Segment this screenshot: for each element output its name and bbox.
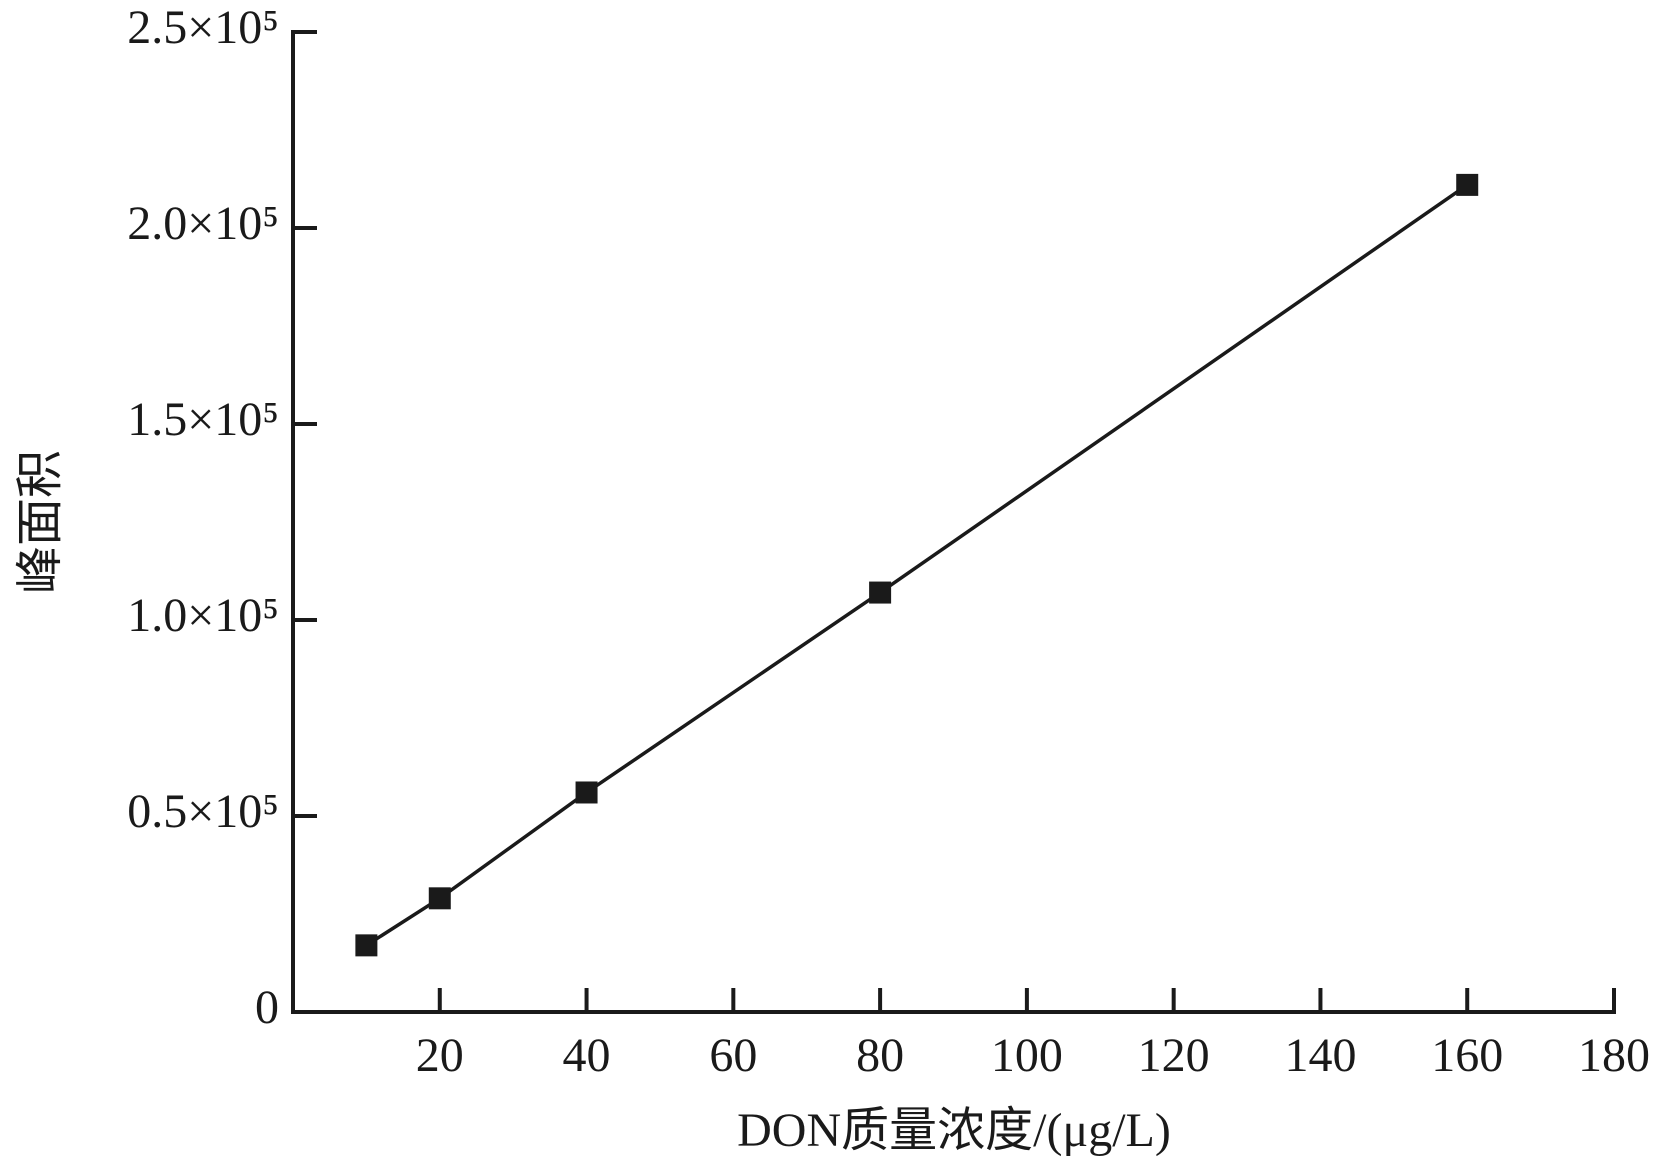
x-tick-label: 80 — [856, 1029, 904, 1082]
marker — [575, 781, 598, 804]
y-tick-label: 1.5×10⁵ — [127, 393, 279, 446]
line — [365, 183, 1469, 947]
marker — [355, 934, 378, 957]
marker — [428, 887, 451, 910]
x-tick-label: 20 — [416, 1029, 464, 1082]
x-tick-label: 120 — [1138, 1029, 1210, 1082]
y-tick-label: 2.0×10⁵ — [127, 197, 279, 250]
x-tick-label: 180 — [1578, 1029, 1650, 1082]
x-tick-label: 160 — [1431, 1029, 1503, 1082]
x-tick-label: 60 — [709, 1029, 757, 1082]
marker — [869, 581, 892, 604]
marker — [1456, 173, 1479, 196]
y-tick-label: 2.5×10⁵ — [127, 1, 279, 54]
y-tick-label: 0 — [255, 981, 279, 1034]
y-tick-label: 0.5×10⁵ — [127, 785, 279, 838]
y-tick-label: 1.0×10⁵ — [127, 589, 279, 642]
y-axis-label: 峰面积 — [14, 450, 67, 594]
x-tick-label: 40 — [563, 1029, 611, 1082]
x-tick-label: 140 — [1284, 1029, 1356, 1082]
x-tick-label: 100 — [991, 1029, 1063, 1082]
x-axis-label: DON质量浓度/(μg/L) — [737, 1104, 1171, 1157]
